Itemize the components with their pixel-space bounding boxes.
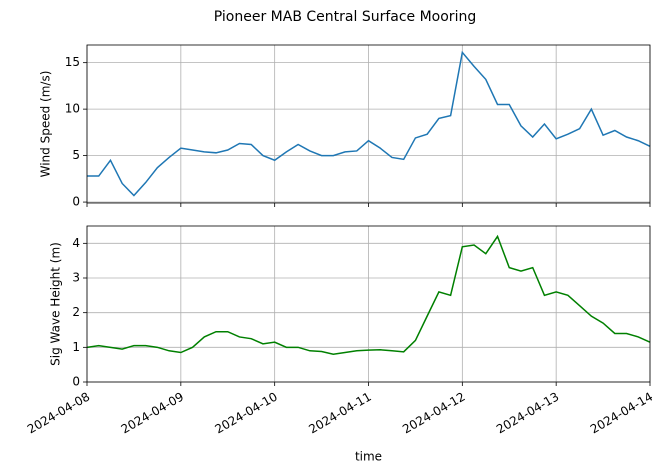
y-tick-label: 10	[65, 102, 80, 116]
x-tick-label: 2024-04-08	[25, 390, 92, 437]
data-line	[86, 234, 651, 356]
y-axis-label: Wind Speed (m/s)	[39, 71, 53, 178]
figure-title: Pioneer MAB Central Surface Mooring	[214, 9, 476, 25]
x-tick-label: 2024-04-14	[588, 390, 655, 437]
y-tick-label: 2	[72, 305, 80, 319]
x-tick-label: 2024-04-10	[213, 390, 280, 437]
x-tick-label: 2024-04-13	[494, 390, 561, 437]
y-tick-label: 15	[65, 55, 80, 69]
y-tick-label: 1	[72, 340, 80, 354]
x-axis-label: time	[355, 450, 382, 464]
x-tick-label: 2024-04-12	[400, 390, 467, 437]
y-tick-label: 0	[72, 195, 80, 209]
data-line	[87, 50, 651, 197]
y-tick-label: 3	[72, 271, 80, 285]
plot-frame	[86, 44, 651, 204]
x-tick-label: 2024-04-09	[119, 390, 186, 437]
y-tick-label: 0	[72, 375, 80, 389]
y-tick-label: 5	[72, 148, 80, 162]
x-tick-label: 2024-04-11	[306, 390, 373, 437]
plot-frame	[86, 225, 651, 383]
y-tick-label: 4	[72, 236, 80, 250]
y-axis-label: Sig Wave Height (m)	[49, 242, 63, 366]
